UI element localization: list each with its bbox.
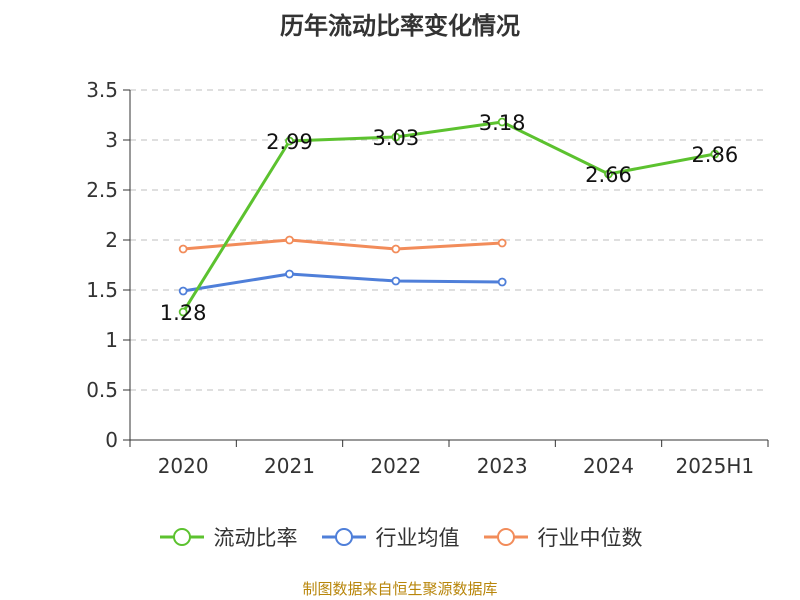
data-point (178, 286, 188, 296)
data-point (285, 269, 294, 279)
data-source-note: 制图数据来自恒生聚源数据库 (302, 580, 498, 598)
x-tick-label: 2020 (158, 454, 209, 478)
data-label: 2.66 (585, 163, 632, 187)
legend-swatch (483, 528, 528, 546)
y-tick-label: 0 (105, 428, 118, 452)
chart-legend: 流动比率 行业均值 行业中位数 (0, 520, 800, 554)
series-line (181, 120, 716, 313)
y-tick-label: 1.5 (86, 278, 118, 302)
y-tick-label: 1 (105, 328, 118, 352)
y-tick-label: 0.5 (86, 378, 118, 402)
data-point (285, 235, 294, 245)
data-point (497, 238, 507, 248)
x-tick-label: 2022 (370, 454, 421, 478)
legend-swatch (159, 528, 204, 546)
data-point (391, 276, 401, 286)
data-point (178, 244, 188, 254)
data-label: 3.18 (479, 111, 526, 135)
legend-label: 行业中位数 (537, 526, 643, 550)
data-point (497, 117, 507, 127)
data-label: 2.86 (691, 143, 738, 167)
legend-marker (334, 528, 353, 546)
y-tick-label: 2.5 (86, 178, 118, 202)
data-point (285, 136, 294, 146)
data-point (497, 277, 507, 287)
legend-item[interactable]: 行业中位数 (482, 522, 643, 552)
series-line (182, 272, 503, 293)
data-point (178, 307, 188, 317)
legend-marker (172, 528, 191, 546)
y-tick-label: 2 (105, 228, 118, 252)
legend-swatch (321, 528, 366, 546)
data-label: 2.99 (266, 130, 313, 154)
data-label: 1.28 (160, 301, 207, 325)
series-line (183, 238, 503, 251)
data-point (391, 244, 401, 254)
y-tick-label: 3.5 (86, 78, 118, 102)
x-tick-label: 2021 (264, 454, 315, 478)
x-tick-label: 2023 (477, 454, 528, 478)
legend-marker (496, 528, 515, 546)
data-point (710, 149, 720, 159)
x-tick-label: 2025H1 (675, 454, 754, 478)
legend-label: 流动比率 (213, 526, 298, 550)
data-label: 3.03 (372, 126, 419, 150)
chart-title: 历年流动比率变化情况 (280, 12, 520, 40)
data-point (604, 169, 613, 179)
legend-item[interactable]: 行业均值 (320, 522, 460, 552)
legend-label: 行业均值 (375, 526, 460, 550)
y-tick-label: 3 (105, 128, 118, 152)
x-tick-label: 2024 (583, 454, 634, 478)
legend-item[interactable]: 流动比率 (158, 522, 298, 552)
data-point (391, 132, 401, 142)
